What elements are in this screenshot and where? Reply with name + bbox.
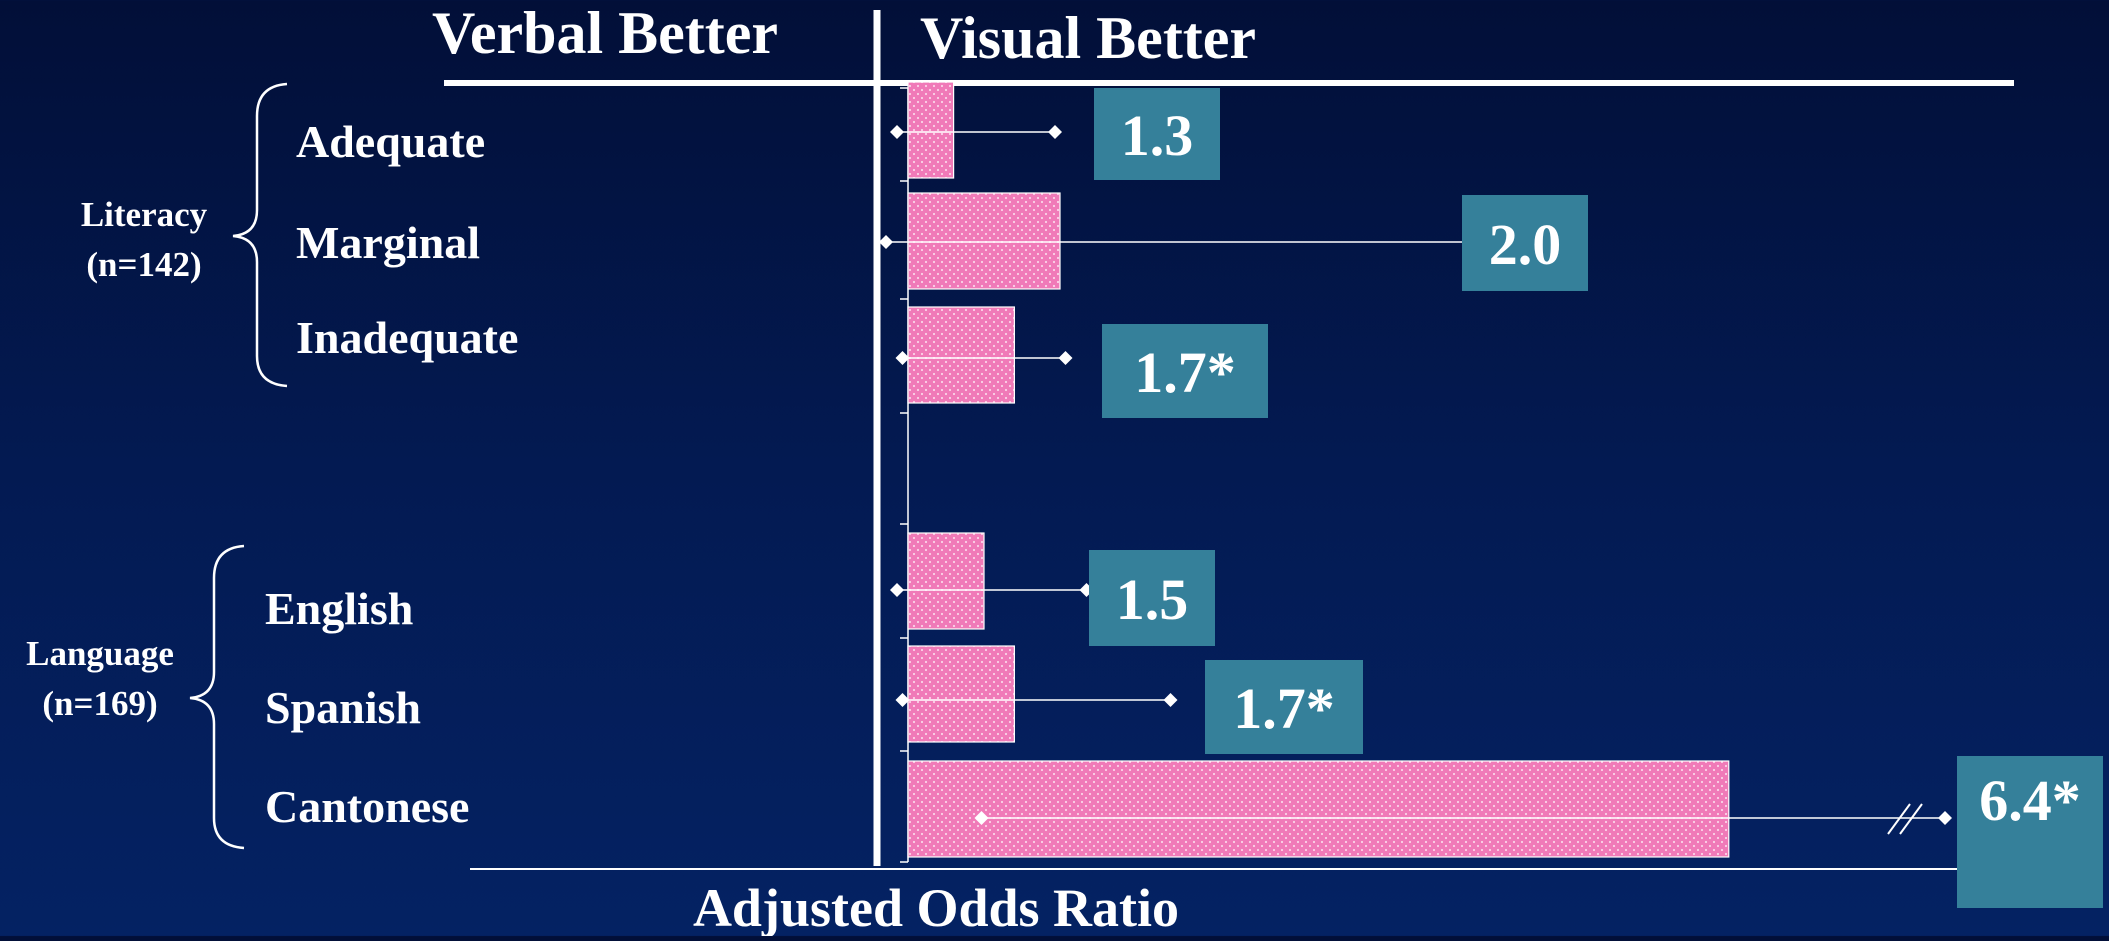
value-box-english [1089, 550, 1215, 646]
bar-english [907, 532, 985, 630]
category-label-spanish: Spanish [265, 682, 421, 733]
header-verbal-better: Verbal Better [432, 0, 778, 66]
category-label-marginal: Marginal [296, 217, 480, 268]
ci-lower-marker-cantonese [974, 811, 989, 825]
value-label-cantonese: 6.4* [1979, 768, 2081, 833]
group-label-language: Language [26, 634, 174, 673]
value-label-spanish: 1.7* [1233, 676, 1335, 741]
category-label-adequate: Adequate [296, 116, 485, 167]
axis-break-slash-2 [1899, 803, 1923, 835]
ci-upper-marker-spanish [1163, 693, 1178, 707]
value-box-spanish [1205, 660, 1363, 754]
ci-lower-marker-adequate [890, 125, 904, 139]
chart-marks: Adequate 1.3 Marginal 2.0 Inadequate 1.7* Engl… [265, 81, 2103, 908]
group-label-literacy: Literacy [81, 195, 208, 234]
value-label-marginal: 2.0 [1489, 212, 1562, 277]
bar-cantonese [907, 760, 1730, 858]
bar-spanish [907, 645, 1016, 743]
literacy-group-bracket [232, 82, 288, 388]
ci-upper-marker-inadequate [1058, 351, 1073, 365]
ci-lower-marker-english [890, 583, 904, 597]
value-label-english: 1.5 [1116, 567, 1189, 632]
category-label-cantonese: Cantonese [265, 781, 469, 832]
ci-upper-marker-adequate [1048, 125, 1062, 139]
bar-marginal [907, 192, 1061, 290]
value-box-marginal [1462, 195, 1588, 291]
header-visual-better: Visual Better [920, 5, 1256, 71]
group-label-language-n: (n=169) [42, 684, 157, 723]
group-label-literacy-n: (n=142) [86, 245, 201, 284]
ci-lower-marker-marginal [879, 235, 893, 249]
value-box-adequate [1094, 88, 1220, 180]
bar-inadequate [907, 306, 1016, 404]
bar-adequate [907, 81, 955, 179]
ci-lower-marker-spanish [895, 693, 910, 707]
ci-upper-marker-cantonese [1938, 811, 1952, 825]
value-box-inadequate [1102, 324, 1268, 418]
category-label-english: English [265, 583, 413, 634]
value-label-inadequate: 1.7* [1134, 340, 1236, 405]
language-group-bracket [189, 544, 245, 850]
category-label-inadequate: Inadequate [296, 312, 518, 363]
x-axis-title: Adjusted Odds Ratio [693, 878, 1179, 936]
value-box-cantonese [1957, 756, 2103, 908]
axis-break-slash-1 [1887, 803, 1911, 835]
ci-lower-marker-inadequate [895, 351, 910, 365]
value-label-adequate: 1.3 [1121, 103, 1194, 168]
